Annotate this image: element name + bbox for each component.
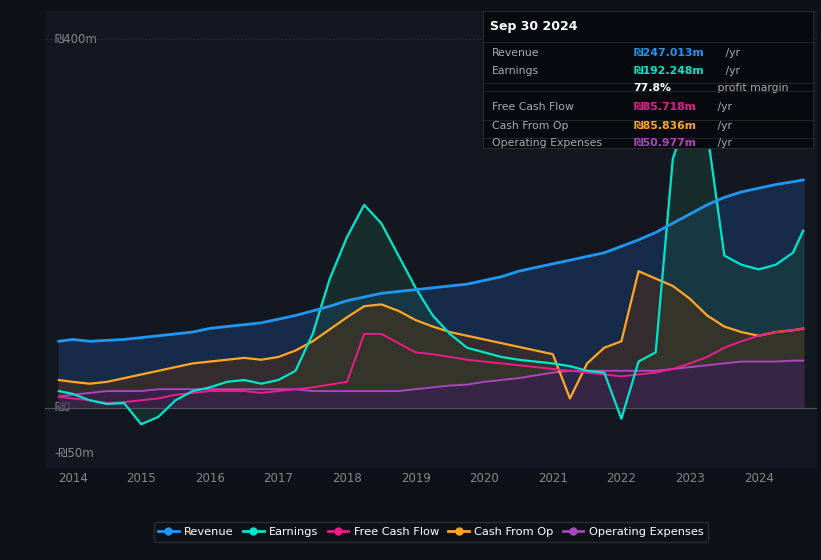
Text: Cash From Op: Cash From Op [492, 121, 568, 130]
Text: -₪50m: -₪50m [54, 447, 94, 460]
Text: ₪0: ₪0 [54, 402, 71, 414]
Text: Operating Expenses: Operating Expenses [492, 138, 602, 148]
Text: Free Cash Flow: Free Cash Flow [492, 102, 574, 113]
Text: ₪400m: ₪400m [54, 32, 98, 45]
Text: ₪85.718m: ₪85.718m [633, 102, 696, 113]
Text: profit margin: profit margin [714, 83, 789, 94]
Text: ₪192.248m: ₪192.248m [633, 66, 704, 76]
Text: Revenue: Revenue [492, 48, 539, 58]
Text: /yr: /yr [714, 138, 732, 148]
Text: ₪247.013m: ₪247.013m [633, 48, 704, 58]
Legend: Revenue, Earnings, Free Cash Flow, Cash From Op, Operating Expenses: Revenue, Earnings, Free Cash Flow, Cash … [154, 522, 709, 542]
Text: Earnings: Earnings [492, 66, 539, 76]
Text: ₪50.977m: ₪50.977m [633, 138, 696, 148]
Text: /yr: /yr [722, 66, 740, 76]
Text: 77.8%: 77.8% [633, 83, 672, 94]
Text: ₪85.836m: ₪85.836m [633, 121, 696, 130]
Text: /yr: /yr [714, 121, 732, 130]
Text: /yr: /yr [714, 102, 732, 113]
Text: Sep 30 2024: Sep 30 2024 [490, 20, 578, 34]
FancyBboxPatch shape [483, 11, 813, 148]
Text: /yr: /yr [722, 48, 740, 58]
